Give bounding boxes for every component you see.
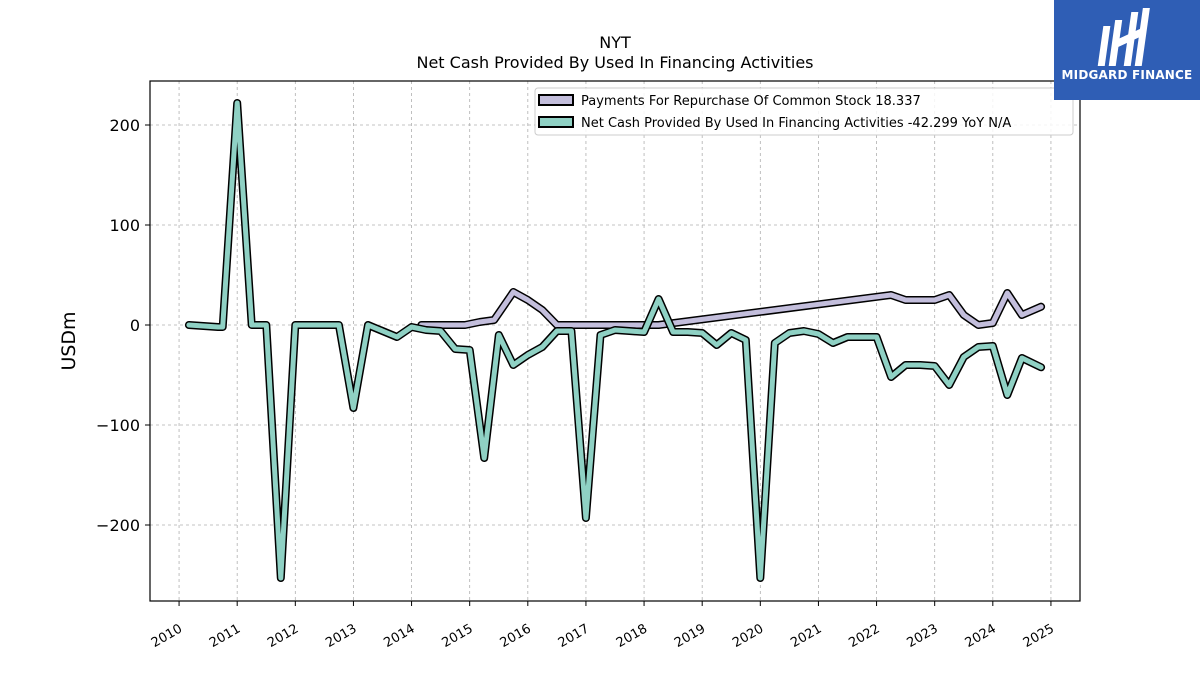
chart-subtitle: Net Cash Provided By Used In Financing A… [416, 53, 813, 72]
x-tick-label: 2015 [440, 621, 476, 651]
x-tick-label: 2016 [498, 621, 534, 651]
grid [150, 81, 1080, 601]
plot-area [149, 80, 1081, 602]
x-tick-label: 2020 [730, 621, 766, 651]
series-0 [417, 288, 1046, 329]
legend-label: Net Cash Provided By Used In Financing A… [581, 116, 1011, 131]
x-tick-label: 2025 [1021, 621, 1057, 651]
x-tick-label: 2019 [672, 621, 708, 651]
series-line-outline [184, 99, 1046, 582]
y-tick-label: 100 [109, 216, 140, 235]
logo-text: MIDGARD FINANCE [1061, 68, 1193, 82]
legend: Payments For Repurchase Of Common Stock … [534, 87, 1074, 136]
midgard-finance-logo: MIDGARD FINANCE [1054, 0, 1200, 100]
y-tick-label: −200 [96, 516, 140, 535]
legend-swatch [538, 116, 574, 128]
legend-box [534, 87, 1074, 136]
y-tick-label: −100 [96, 416, 140, 435]
x-tick-label: 2010 [149, 621, 185, 651]
x-tick-label: 2014 [381, 621, 417, 651]
y-tick-label: 0 [130, 316, 140, 335]
x-tick-label: 2021 [788, 621, 824, 651]
x-tick-label: 2012 [265, 621, 301, 651]
legend-swatch [538, 94, 574, 106]
series-line [418, 289, 1044, 328]
series-line [186, 100, 1044, 581]
x-tick-label: 2013 [323, 621, 359, 651]
series-layer [184, 99, 1046, 582]
y-axis-label: USDm [58, 311, 80, 370]
x-tick-label: 2024 [963, 621, 999, 651]
x-tick-label: 2018 [614, 621, 650, 651]
series-1 [184, 99, 1046, 582]
x-tick-label: 2017 [556, 621, 592, 651]
x-tick-label: 2011 [207, 621, 243, 651]
chart-title: NYT [599, 33, 631, 52]
x-tick-label: 2022 [846, 621, 882, 651]
y-tick-label: 200 [109, 116, 140, 135]
logo-mark-icon [1097, 8, 1150, 66]
legend-label: Payments For Repurchase Of Common Stock … [581, 94, 921, 109]
x-tick-label: 2023 [905, 621, 941, 651]
